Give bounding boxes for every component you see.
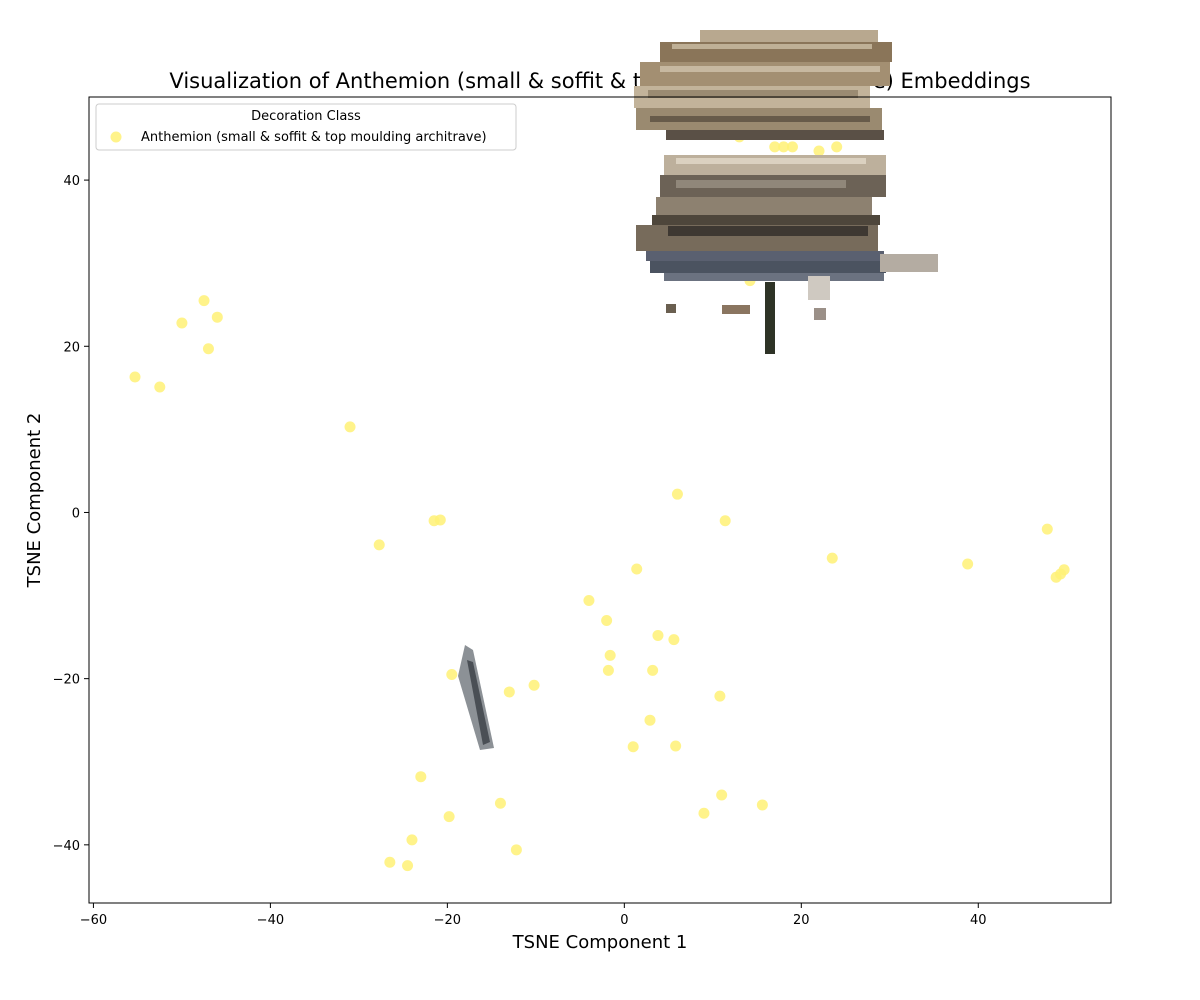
data-point [446,668,458,680]
data-point [644,714,656,726]
data-point [671,488,683,500]
data-point [1041,523,1053,535]
x-tick-label: 0 [620,913,628,928]
data-point [627,741,639,753]
data-point [714,690,726,702]
data-point [826,552,838,564]
data-point [176,317,188,329]
data-point [778,141,790,153]
data-point [769,141,781,153]
data-point [602,664,614,676]
y-tick-label: 40 [63,174,80,189]
x-tick-label: −60 [80,913,107,928]
data-point [503,686,515,698]
data-point [528,679,540,691]
data-point [652,629,664,641]
data-point [647,664,659,676]
thumbnail-collage-image [634,30,938,354]
data-point [211,311,223,323]
y-tick-label: 20 [63,340,80,355]
legend: Decoration Class Anthemion (small & soff… [95,103,517,151]
x-tick-label: 40 [970,913,987,928]
y-axis: −40 −20 0 20 40 [53,174,89,854]
data-point [202,343,214,355]
data-point [670,740,682,752]
x-tick-label: 20 [793,913,810,928]
data-point [402,860,414,872]
plot-area [88,30,1112,904]
data-point [668,634,680,646]
data-point [716,789,728,801]
x-axis: −60 −40 −20 0 20 40 [80,903,987,928]
data-point [962,558,974,570]
data-point [601,614,613,626]
legend-entry-label: Anthemion (small & soffit & top moulding… [141,130,487,145]
data-point [129,371,141,383]
data-point [719,515,731,527]
y-tick-label: −40 [53,839,80,854]
y-tick-label: 0 [72,506,80,521]
chart-title: Visualization of Anthemion (small & soff… [169,69,1030,93]
data-point [406,834,418,846]
data-point [786,141,798,153]
data-point [1058,564,1070,576]
x-tick-label: −20 [434,913,461,928]
data-point [604,649,616,661]
data-point [631,563,643,575]
data-point [698,807,710,819]
data-point [831,141,843,153]
data-point [756,799,768,811]
data-point [198,295,210,307]
x-tick-label: −40 [257,913,284,928]
data-point [344,421,356,433]
data-point [373,539,385,551]
x-axis-label: TSNE Component 1 [512,932,688,953]
data-point [494,797,506,809]
data-point [434,514,446,526]
plot-frame [88,96,1112,904]
legend-box [95,103,517,151]
data-point [510,844,522,856]
data-point [583,595,595,607]
thumbnail-shard-image [458,645,494,750]
data-point [443,811,455,823]
data-point [415,771,427,783]
y-axis-label: TSNE Component 2 [24,413,45,589]
data-point [154,381,166,393]
plot-background [89,97,1111,903]
data-point [813,145,825,157]
legend-marker [110,131,122,143]
data-point [384,856,396,868]
legend-title: Decoration Class [251,109,361,124]
y-tick-label: −20 [53,673,80,688]
